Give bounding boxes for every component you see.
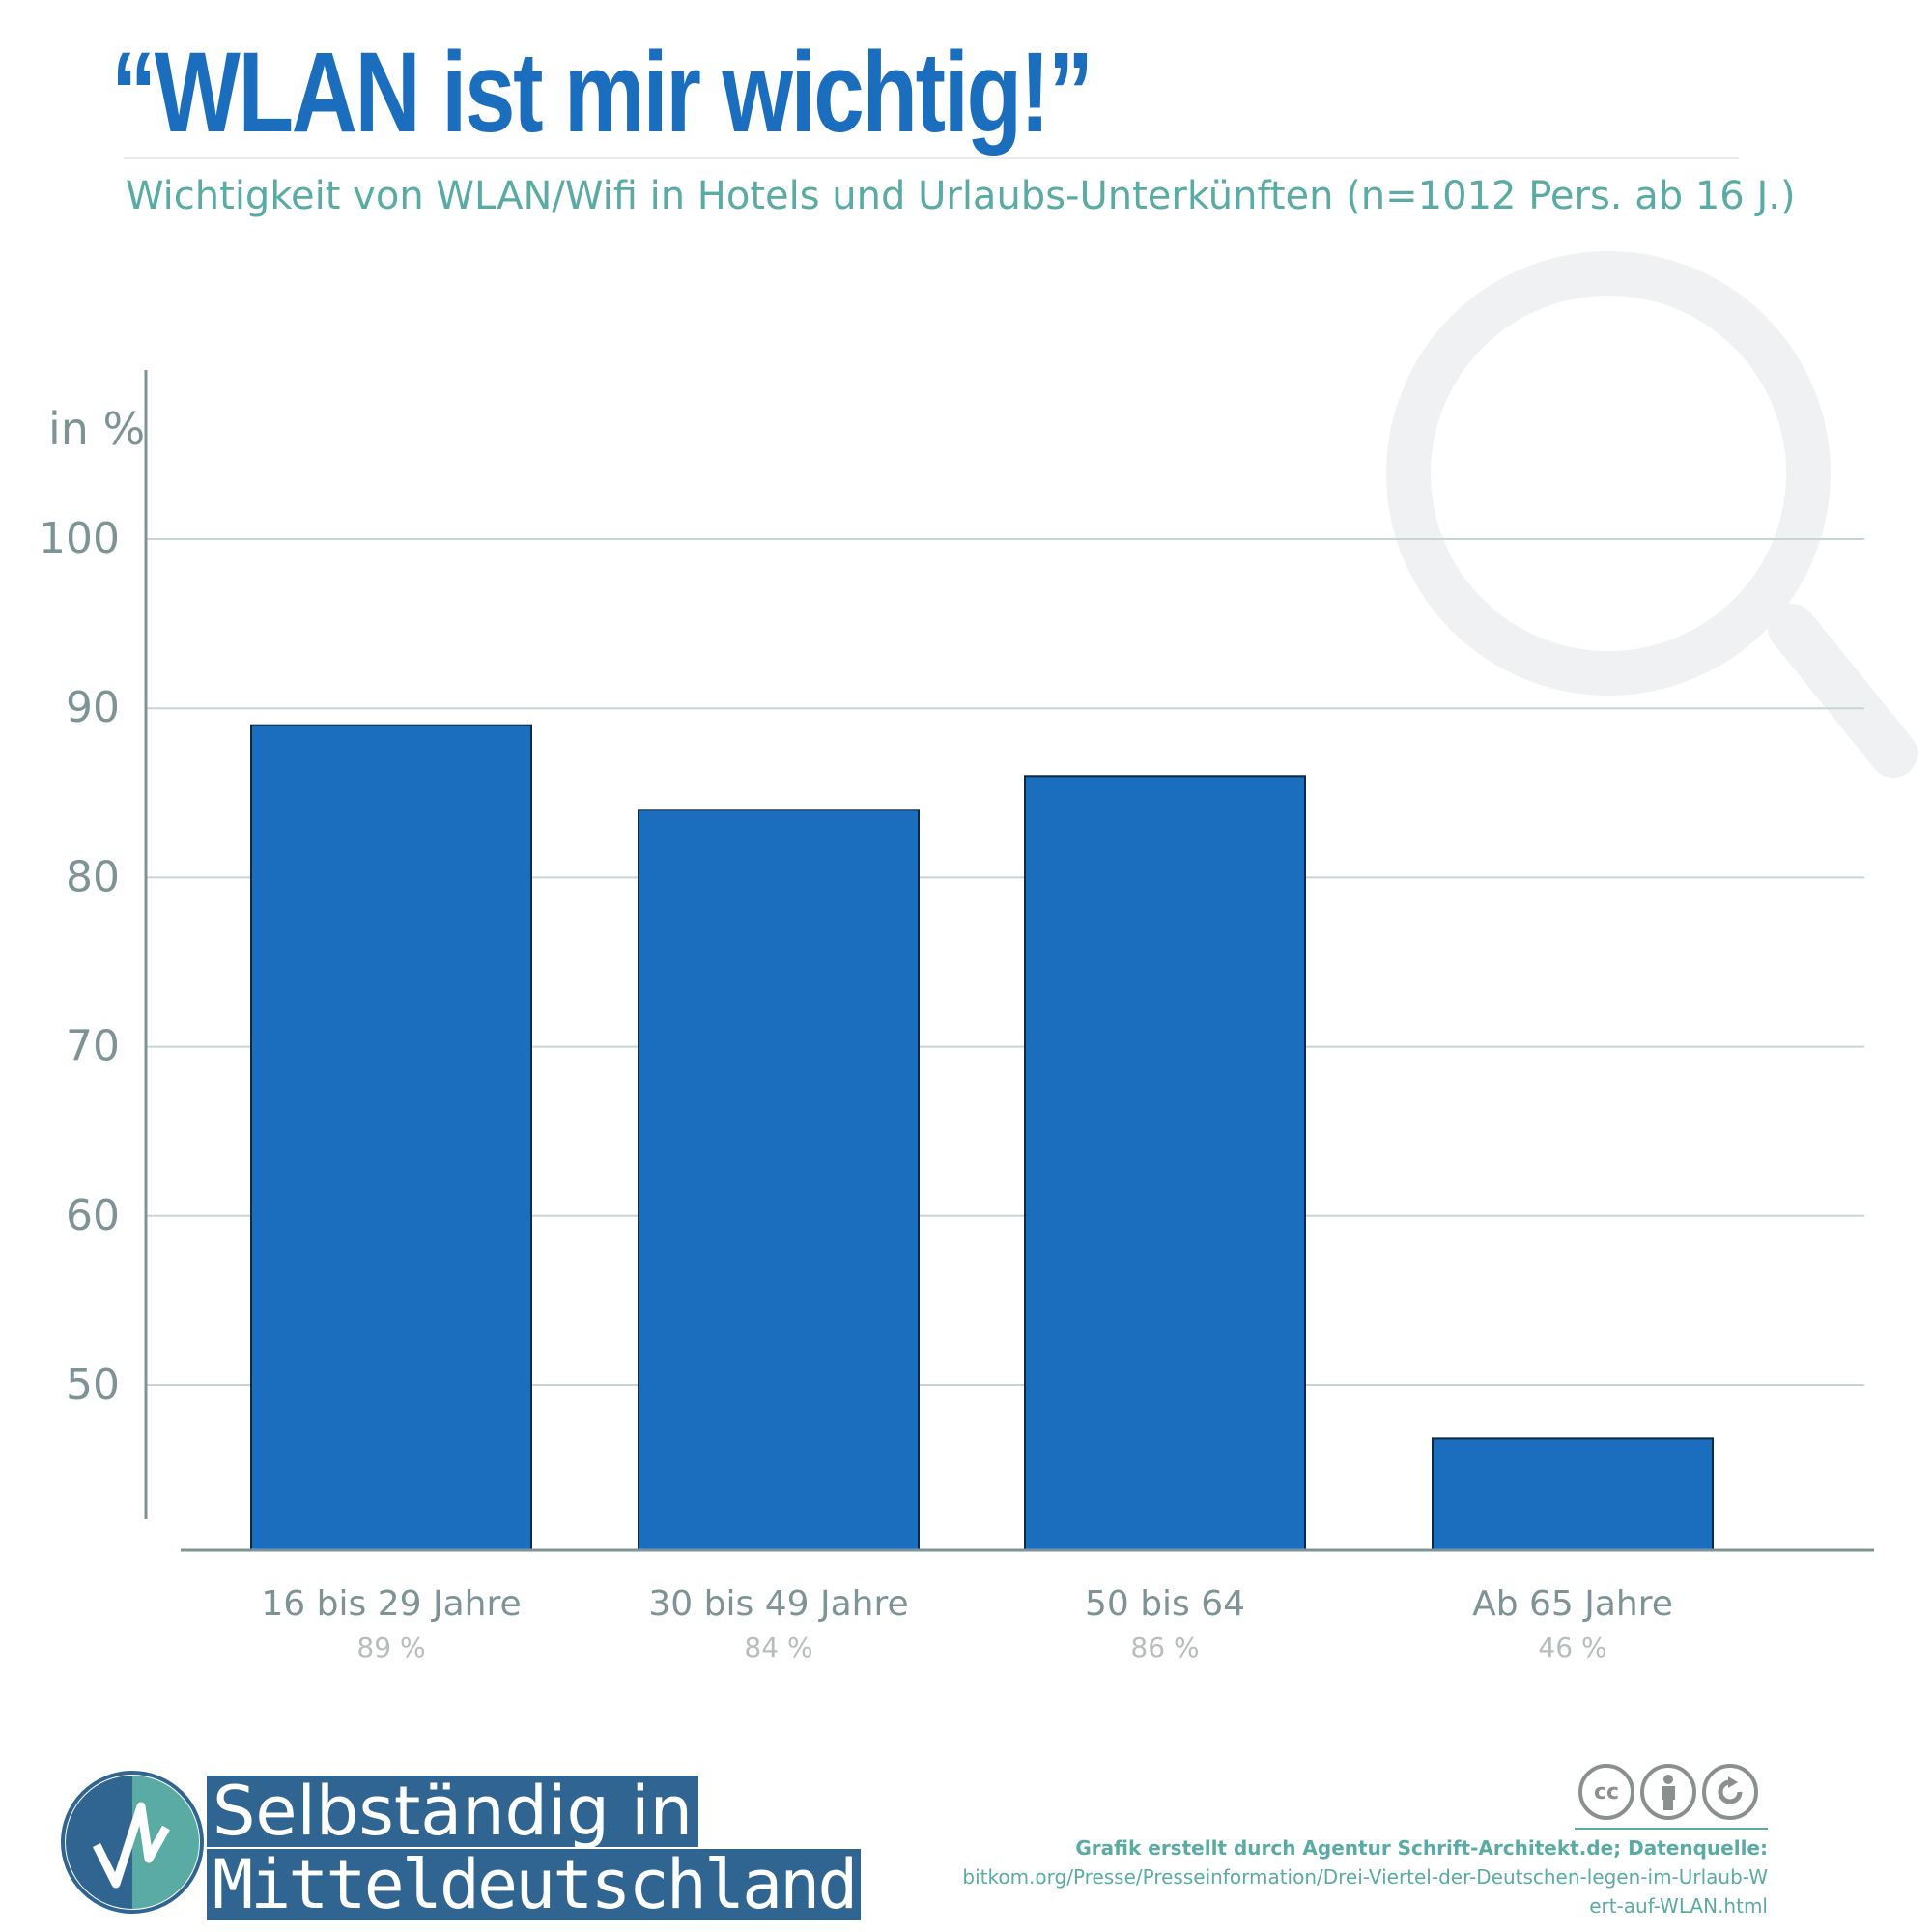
bar	[638, 809, 920, 1551]
y-tick-label: 100	[39, 514, 120, 563]
title-divider	[124, 157, 1739, 159]
by-person-icon	[1640, 1764, 1696, 1820]
brand-name-line1: Selbständig in	[207, 1776, 698, 1847]
data-value-label: 46 %	[1538, 1632, 1606, 1663]
x-category-label: 30 bis 49 Jahre	[648, 1584, 908, 1624]
y-axis-label: in %	[48, 403, 145, 455]
data-value-label: 86 %	[1130, 1632, 1199, 1663]
y-tick-label: 80	[66, 852, 120, 901]
x-category-label: Ab 65 Jahre	[1472, 1584, 1673, 1624]
chart-subtitle: Wichtigkeit von WLAN/Wifi in Hotels und …	[126, 174, 1796, 218]
bar	[1432, 1437, 1714, 1552]
data-value-label: 84 %	[744, 1632, 812, 1663]
y-tick-label: 70	[66, 1022, 120, 1071]
page-title: “WLAN ist mir wichtig!”	[111, 29, 1094, 156]
source-url-line1[interactable]: bitkom.org/Presse/Presseinformation/Drei…	[962, 1865, 1768, 1889]
x-category-label: 16 bis 29 Jahre	[261, 1584, 521, 1624]
data-value-label: 89 %	[356, 1632, 425, 1663]
license-badges: cc	[1578, 1764, 1758, 1820]
magnifier-watermark-icon	[1386, 251, 1918, 778]
credit-divider	[1575, 1828, 1768, 1830]
bar	[250, 724, 532, 1551]
brand-name-line2: Mitteldeutschland	[207, 1849, 862, 1920]
y-tick-label: 90	[66, 683, 120, 732]
x-category-label: 50 bis 64	[1085, 1584, 1245, 1624]
source-credit: Grafik erstellt durch Agentur Schrift-Ar…	[802, 1833, 1768, 1920]
bar	[1024, 775, 1306, 1551]
credit-line: Grafik erstellt durch Agentur Schrift-Ar…	[1075, 1836, 1768, 1860]
cc-icon: cc	[1578, 1764, 1634, 1820]
brand-logo-icon	[60, 1770, 205, 1919]
y-tick-label: 50	[66, 1360, 120, 1409]
y-tick-label: 60	[66, 1191, 120, 1240]
source-url-line2[interactable]: ert-auf-WLAN.html	[1589, 1894, 1768, 1918]
share-alike-icon	[1702, 1764, 1758, 1820]
